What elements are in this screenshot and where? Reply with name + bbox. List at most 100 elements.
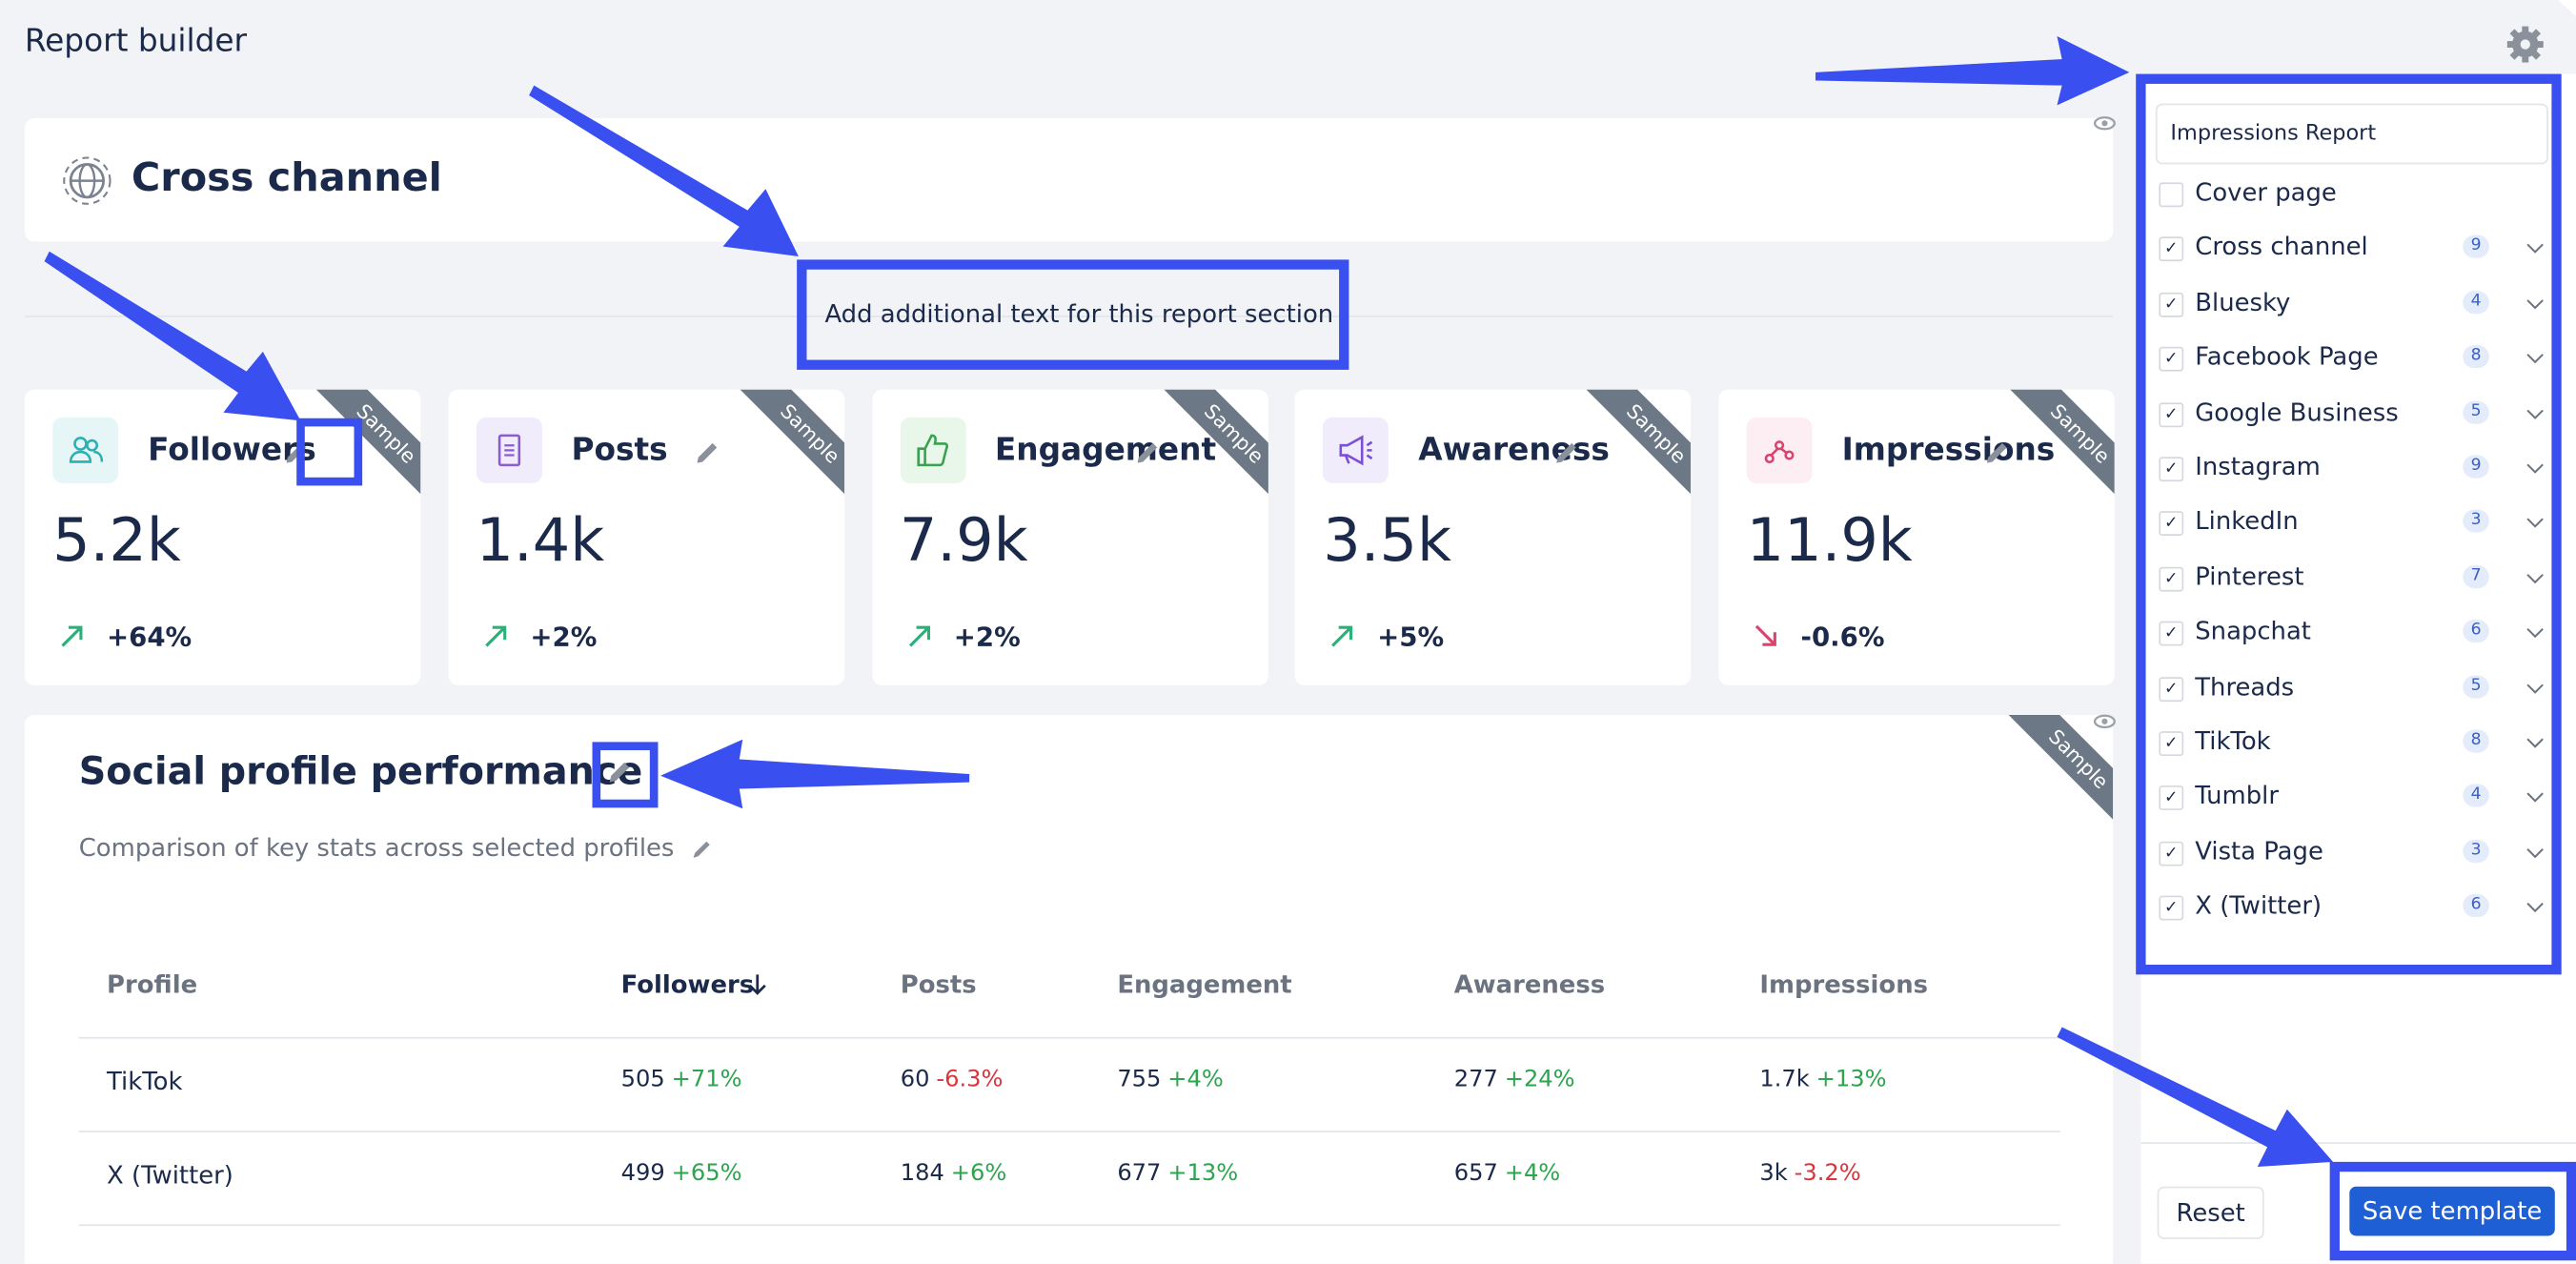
section-item[interactable]: ✓ Pinterest 7 — [2140, 561, 2576, 611]
stat-card: Sample Posts 1.4k +2% — [448, 389, 844, 685]
expand-icon[interactable] — [2524, 402, 2546, 425]
metric-change: +24% — [1504, 1066, 1575, 1093]
expand-icon[interactable] — [2524, 347, 2546, 370]
section-item[interactable]: ✓ Facebook Page 8 — [2140, 342, 2576, 392]
performance-panel: Sample Social profile performance Compar… — [24, 714, 2114, 1264]
column-header[interactable]: Awareness — [1453, 969, 1606, 1000]
expand-icon[interactable] — [2524, 731, 2546, 754]
checkbox[interactable]: ✓ — [2159, 895, 2184, 921]
card-icon — [1323, 417, 1389, 483]
visibility-icon[interactable] — [2093, 713, 2116, 729]
section-item[interactable]: ✓ X (Twitter) 6 — [2140, 891, 2576, 941]
expand-icon[interactable] — [2524, 677, 2546, 700]
icon — [497, 434, 520, 467]
card-value: 3.5k — [1323, 507, 1451, 576]
section-item[interactable]: ✓ Snapchat 6 — [2140, 617, 2576, 666]
section-item[interactable]: ✓ Cross channel 9 — [2140, 233, 2576, 282]
metric-value: 755 — [1117, 1066, 1162, 1093]
settings-icon[interactable] — [2505, 25, 2545, 64]
expand-icon[interactable] — [2524, 896, 2546, 919]
edit-icon[interactable] — [1134, 438, 1161, 465]
section-item[interactable]: ✓ Instagram 9 — [2140, 452, 2576, 501]
card-change: +64% — [107, 621, 193, 653]
section-count: 3 — [2463, 839, 2489, 863]
expand-icon[interactable] — [2524, 622, 2546, 644]
section-note[interactable]: Add additional text for this report sect… — [824, 298, 1334, 329]
metric-value: 505 — [620, 1066, 665, 1093]
save-button[interactable]: Save template — [2349, 1186, 2555, 1236]
expand-icon[interactable] — [2524, 293, 2546, 316]
globe-icon — [63, 156, 112, 205]
trend-arrow — [484, 625, 506, 647]
section-count: 4 — [2463, 785, 2489, 808]
template-input[interactable]: Impressions Report — [2155, 103, 2548, 165]
column-header[interactable]: Posts — [900, 969, 977, 1000]
section-label: X (Twitter) — [2195, 890, 2322, 921]
checkbox[interactable] — [2159, 182, 2184, 208]
metric-value: 657 — [1453, 1160, 1498, 1187]
metric-cell: 184 +6% — [901, 1160, 1007, 1187]
template-name: Impressions Report — [2170, 121, 2377, 147]
section-item[interactable]: Cover page — [2140, 177, 2576, 227]
icon — [916, 434, 948, 467]
metric-value: 184 — [900, 1160, 944, 1187]
section-label: Threads — [2195, 671, 2295, 702]
section-label: Cover page — [2195, 177, 2337, 208]
stat-card: Sample Impressions 11.9k -0.6% — [1718, 389, 2115, 685]
reset-button[interactable]: Reset — [2157, 1186, 2264, 1239]
checkbox[interactable]: ✓ — [2159, 731, 2184, 757]
section-item[interactable]: ✓ Threads 5 — [2140, 671, 2576, 721]
edit-icon[interactable] — [1554, 438, 1581, 465]
checkbox[interactable]: ✓ — [2159, 457, 2184, 482]
checkbox[interactable]: ✓ — [2159, 292, 2184, 317]
section-item[interactable]: ✓ Google Business 5 — [2140, 398, 2576, 447]
icon — [69, 437, 104, 463]
column-header[interactable]: Impressions — [1759, 969, 1929, 1000]
expand-icon[interactable] — [2524, 237, 2546, 260]
expand-icon[interactable] — [2524, 786, 2546, 809]
section-count: 4 — [2463, 290, 2489, 314]
metric-change: +6% — [950, 1160, 1007, 1187]
section-count: 5 — [2463, 399, 2489, 424]
expand-icon[interactable] — [2524, 457, 2546, 479]
section-item[interactable]: ✓ Tumblr 4 — [2140, 782, 2576, 831]
checkbox[interactable]: ✓ — [2159, 236, 2184, 262]
trend-arrow — [1755, 624, 1776, 646]
section-item[interactable]: ✓ Bluesky 4 — [2140, 287, 2576, 336]
section-count: 8 — [2463, 729, 2489, 753]
profile-name: TikTok — [107, 1066, 183, 1096]
metric-value: 499 — [620, 1160, 665, 1187]
section-label: TikTok — [2195, 726, 2271, 757]
checkbox[interactable]: ✓ — [2159, 785, 2184, 811]
checkbox[interactable]: ✓ — [2159, 347, 2184, 372]
section-item[interactable]: ✓ Vista Page 3 — [2140, 836, 2576, 886]
edit-icon[interactable] — [1985, 438, 2012, 465]
edit-icon[interactable] — [606, 759, 633, 785]
section-item[interactable]: ✓ LinkedIn 3 — [2140, 507, 2576, 557]
checkbox[interactable]: ✓ — [2159, 621, 2184, 646]
card-label: Engagement — [994, 432, 1217, 469]
expand-icon[interactable] — [2524, 512, 2546, 535]
checkbox[interactable]: ✓ — [2159, 401, 2184, 427]
metric-cell: 677 +13% — [1117, 1160, 1238, 1187]
expand-icon[interactable] — [2524, 841, 2546, 864]
checkbox[interactable]: ✓ — [2159, 841, 2184, 866]
metric-cell: 499 +65% — [621, 1160, 742, 1187]
checkbox[interactable]: ✓ — [2159, 566, 2184, 592]
section-item[interactable]: ✓ TikTok 8 — [2140, 726, 2576, 776]
checkbox[interactable]: ✓ — [2159, 676, 2184, 702]
card-icon — [476, 417, 542, 483]
edit-icon[interactable] — [690, 838, 713, 861]
column-header[interactable]: Engagement — [1117, 969, 1292, 1000]
edit-icon[interactable] — [695, 438, 721, 465]
metric-change: +13% — [1167, 1160, 1239, 1187]
column-header[interactable]: Profile — [107, 969, 198, 1000]
column-header[interactable]: Followers — [620, 969, 755, 1000]
section-count: 7 — [2463, 564, 2489, 588]
visibility-icon[interactable] — [2093, 115, 2116, 132]
card-label: Awareness — [1418, 432, 1610, 469]
section-title: Cross channel — [131, 154, 442, 201]
checkbox[interactable]: ✓ — [2159, 511, 2184, 537]
expand-icon[interactable] — [2524, 566, 2546, 589]
